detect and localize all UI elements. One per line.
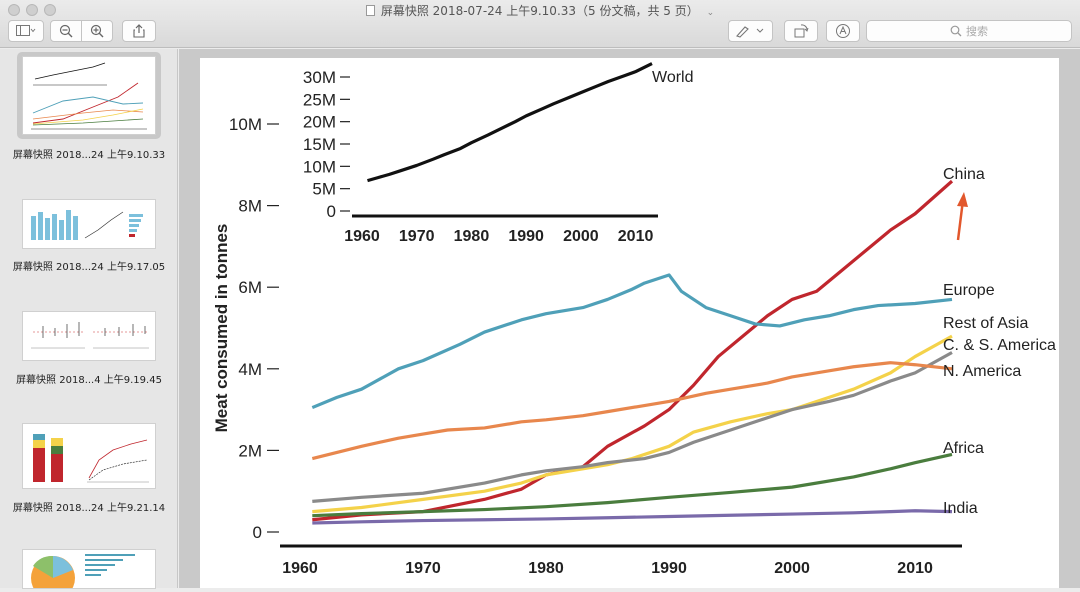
markup-circle-icon [836, 24, 850, 38]
inset-series-label: World [652, 69, 694, 86]
search-placeholder: 搜索 [966, 25, 988, 38]
zoom-in-icon [90, 24, 104, 38]
x-tick-label: 1970 [405, 560, 441, 577]
share-button[interactable] [122, 20, 156, 42]
y-tick-label: 8M [238, 197, 262, 216]
zoom-out-icon [59, 24, 73, 38]
window-titlebar: 屏幕快照 2018-07-24 上午9.10.33（5 份文稿，共 5 页） ⌄… [0, 0, 1080, 48]
thumbnail-3[interactable] [22, 311, 156, 361]
inset-y-tick-label: 30M [303, 68, 336, 87]
inset-y-tick-label: 5M [312, 180, 336, 199]
up-arrow-annotation [956, 192, 968, 241]
series-line-europe [311, 273, 953, 410]
thumbnail-4[interactable] [22, 423, 156, 489]
y-tick-label: 2M [238, 441, 262, 460]
inset-x-tick-label: 1980 [454, 228, 490, 245]
inset-y-tick-label: 25M [303, 90, 336, 109]
pen-icon [735, 26, 763, 38]
x-tick-label: 1960 [282, 560, 318, 577]
thumbnail-chart-preview [31, 210, 143, 240]
thumbnail-5[interactable] [22, 549, 156, 592]
series-label: Africa [943, 440, 984, 457]
y-tick-label: 4M [238, 360, 262, 379]
series-line-china [312, 179, 954, 522]
y-tick-label: 10M [229, 115, 262, 134]
series-line-india [312, 509, 953, 525]
meat-consumption-chart: 1960 1970 1980 1990 2000 2010 0 2M 4M 6M 8M 10M Chi… [212, 62, 1056, 577]
chevron-down-icon[interactable]: ⌄ [706, 8, 715, 18]
inset-x-tick-label: 2000 [563, 228, 599, 245]
inset-y-tick-label: 0 [327, 202, 336, 221]
minimize-window-button[interactable] [26, 4, 38, 16]
series-line-n-america [311, 361, 953, 461]
zoom-window-button[interactable] [44, 4, 56, 16]
inset-x-tick-label: 2010 [618, 228, 654, 245]
series-label: China [943, 166, 985, 183]
inset-y-tick-label: 15M [303, 135, 336, 154]
thumbnail-2[interactable] [22, 199, 156, 249]
share-icon [133, 24, 145, 38]
series-label: Rest of Asia [943, 315, 1028, 332]
series-label: C. & S. America [943, 337, 1056, 354]
x-tick-label: 2010 [897, 560, 933, 577]
x-tick-label: 1990 [651, 560, 687, 577]
series-label: India [943, 500, 978, 517]
y-tick-label: 0 [253, 523, 262, 542]
inset-x-tick-label: 1960 [344, 228, 380, 245]
thumbnail-1[interactable] [22, 56, 156, 135]
thumbnail-3-label[interactable]: 屏幕快照 2018...4 上午9.19.45 [16, 375, 162, 386]
thumbnail-chart-preview [31, 322, 149, 349]
search-field[interactable]: 搜索 [866, 20, 1072, 42]
inset-series-line-world [367, 62, 653, 183]
document-page: 1960 1970 1980 1990 2000 2010 0 2M 4M 6M 8M 10M Chi… [200, 58, 1059, 588]
close-window-button[interactable] [8, 4, 20, 16]
inset-x-tick-label: 1990 [508, 228, 544, 245]
x-tick-label: 2000 [774, 560, 810, 577]
x-tick-label: 1980 [528, 560, 564, 577]
thumbnail-2-label[interactable]: 屏幕快照 2018...24 上午9.17.05 [12, 262, 166, 273]
series-label: N. America [943, 363, 1021, 380]
thumbnail-chart-preview [31, 554, 135, 592]
window-title: 屏幕快照 2018-07-24 上午9.10.33（5 份文稿，共 5 页） ⌄ [0, 2, 1080, 19]
zoom-out-button[interactable] [50, 20, 82, 42]
y-tick-label: 6M [238, 278, 262, 297]
thumbnail-4-label[interactable]: 屏幕快照 2018...24 上午9.21.14 [12, 503, 166, 514]
markup-button[interactable] [728, 20, 773, 42]
inset-y-tick-label: 10M [303, 157, 336, 176]
thumbnail-chart-preview [33, 434, 149, 483]
y-axis-label: Meat consumed in tonnes [212, 224, 231, 433]
series-line-rest-of-asia [312, 334, 953, 514]
search-icon [950, 25, 962, 37]
annotate-button[interactable] [826, 20, 860, 42]
thumbnail-sidebar: 屏幕快照 2018...24 上午9.10.33 屏幕快照 2018...24 … [0, 49, 178, 592]
zoom-in-button[interactable] [81, 20, 113, 42]
document-viewer[interactable]: 1960 1970 1980 1990 2000 2010 0 2M 4M 6M 8M 10M Chi… [179, 49, 1080, 588]
rotate-button[interactable] [784, 20, 818, 42]
thumbnail-chart-preview [31, 62, 147, 130]
inset-y-tick-label: 20M [303, 113, 336, 132]
series-line-c-s-america [312, 351, 953, 503]
series-line-africa [312, 452, 953, 518]
thumbnail-1-label[interactable]: 屏幕快照 2018...24 上午9.10.33 [12, 150, 166, 161]
rotate-icon [794, 24, 809, 38]
sidebar-icon [16, 25, 36, 36]
inset-x-tick-label: 1970 [399, 228, 435, 245]
series-label: Europe [943, 282, 995, 299]
sidebar-toggle-button[interactable] [8, 20, 44, 42]
document-icon [365, 5, 375, 16]
